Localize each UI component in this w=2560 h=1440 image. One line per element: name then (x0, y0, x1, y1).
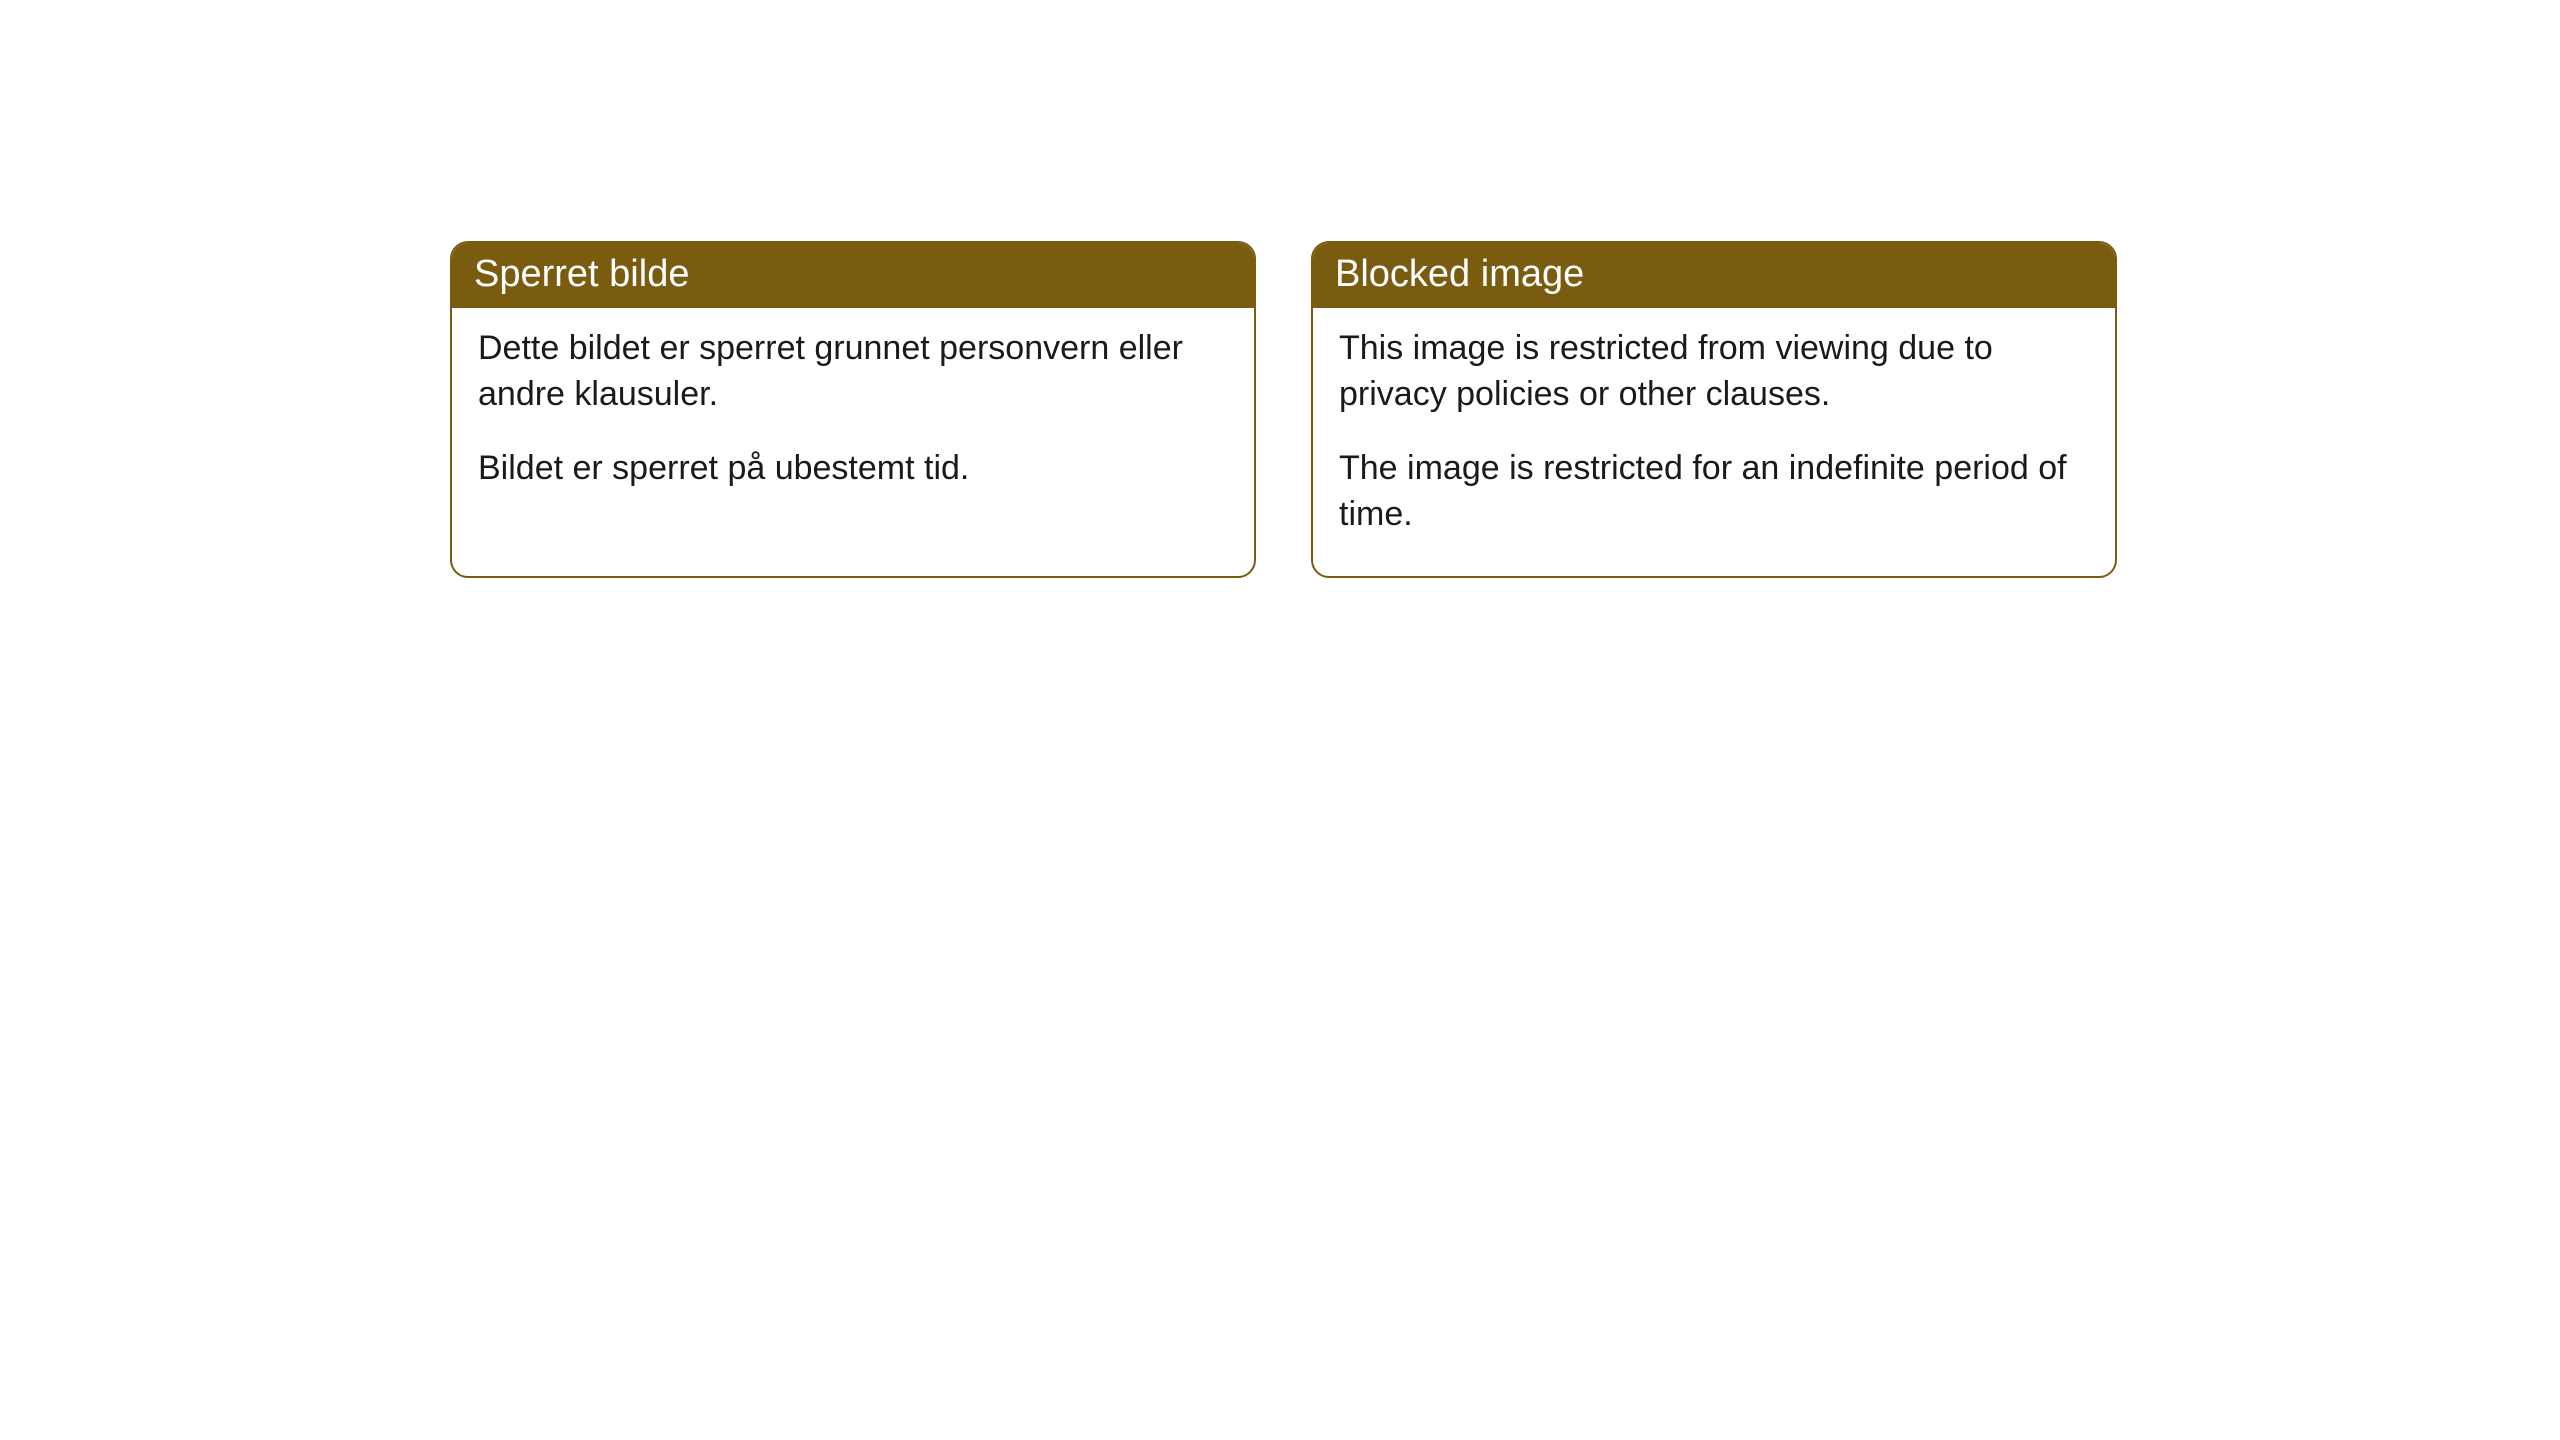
card-paragraph: Bildet er sperret på ubestemt tid. (478, 446, 1228, 492)
card-body: Dette bildet er sperret grunnet personve… (452, 308, 1254, 530)
notice-card-english: Blocked image This image is restricted f… (1311, 241, 2117, 578)
card-paragraph: The image is restricted for an indefinit… (1339, 446, 2089, 538)
card-header: Sperret bilde (452, 243, 1254, 308)
card-title: Blocked image (1335, 253, 1584, 295)
card-paragraph: This image is restricted from viewing du… (1339, 326, 2089, 418)
notice-card-norwegian: Sperret bilde Dette bildet er sperret gr… (450, 241, 1256, 578)
card-header: Blocked image (1313, 243, 2115, 308)
card-body: This image is restricted from viewing du… (1313, 308, 2115, 576)
notice-cards-container: Sperret bilde Dette bildet er sperret gr… (450, 241, 2117, 578)
card-paragraph: Dette bildet er sperret grunnet personve… (478, 326, 1228, 418)
card-title: Sperret bilde (474, 253, 689, 295)
